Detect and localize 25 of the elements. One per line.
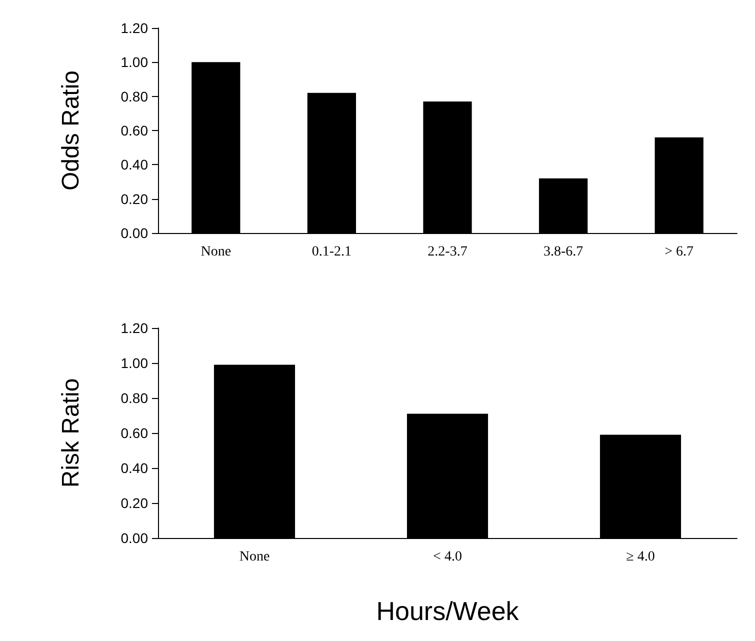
y-tick-label: 1.00	[120, 54, 148, 70]
y-tick-label: 0.80	[120, 390, 148, 406]
x-tick-label: None	[200, 244, 232, 260]
x-tick-label: 0.1-2.1	[312, 244, 352, 260]
y-tick-label: 0.60	[120, 122, 148, 138]
y-tick-label: 1.20	[120, 20, 148, 36]
x-tick-label: None	[239, 550, 270, 564]
x-tick-label: ≥ 4.0	[626, 550, 655, 564]
y-tick-label: 1.20	[120, 320, 148, 336]
y-axis-title: Risk Ratio	[58, 378, 84, 488]
y-axis-title: Odds Ratio	[58, 70, 84, 191]
y-tick-label: 0.80	[120, 88, 148, 104]
y-tick-label: 1.00	[120, 355, 148, 371]
y-tick-label: 0.00	[120, 225, 148, 241]
x-tick-label: 3.8-6.7	[543, 244, 584, 260]
x-tick-label: > 6.7	[664, 244, 694, 260]
y-tick-label: 0.20	[120, 190, 148, 207]
y-tick-label: 0.40	[120, 460, 148, 476]
x-tick-label: < 4.0	[433, 550, 462, 564]
y-tick-label: 0.60	[120, 425, 148, 441]
y-tick-label: 0.00	[120, 530, 148, 546]
y-tick-label: 0.40	[120, 156, 148, 173]
x-axis-title: Hours/Week	[376, 596, 520, 626]
y-tick-label: 0.20	[120, 495, 148, 511]
x-tick-label: 2.2-3.7	[428, 244, 468, 260]
